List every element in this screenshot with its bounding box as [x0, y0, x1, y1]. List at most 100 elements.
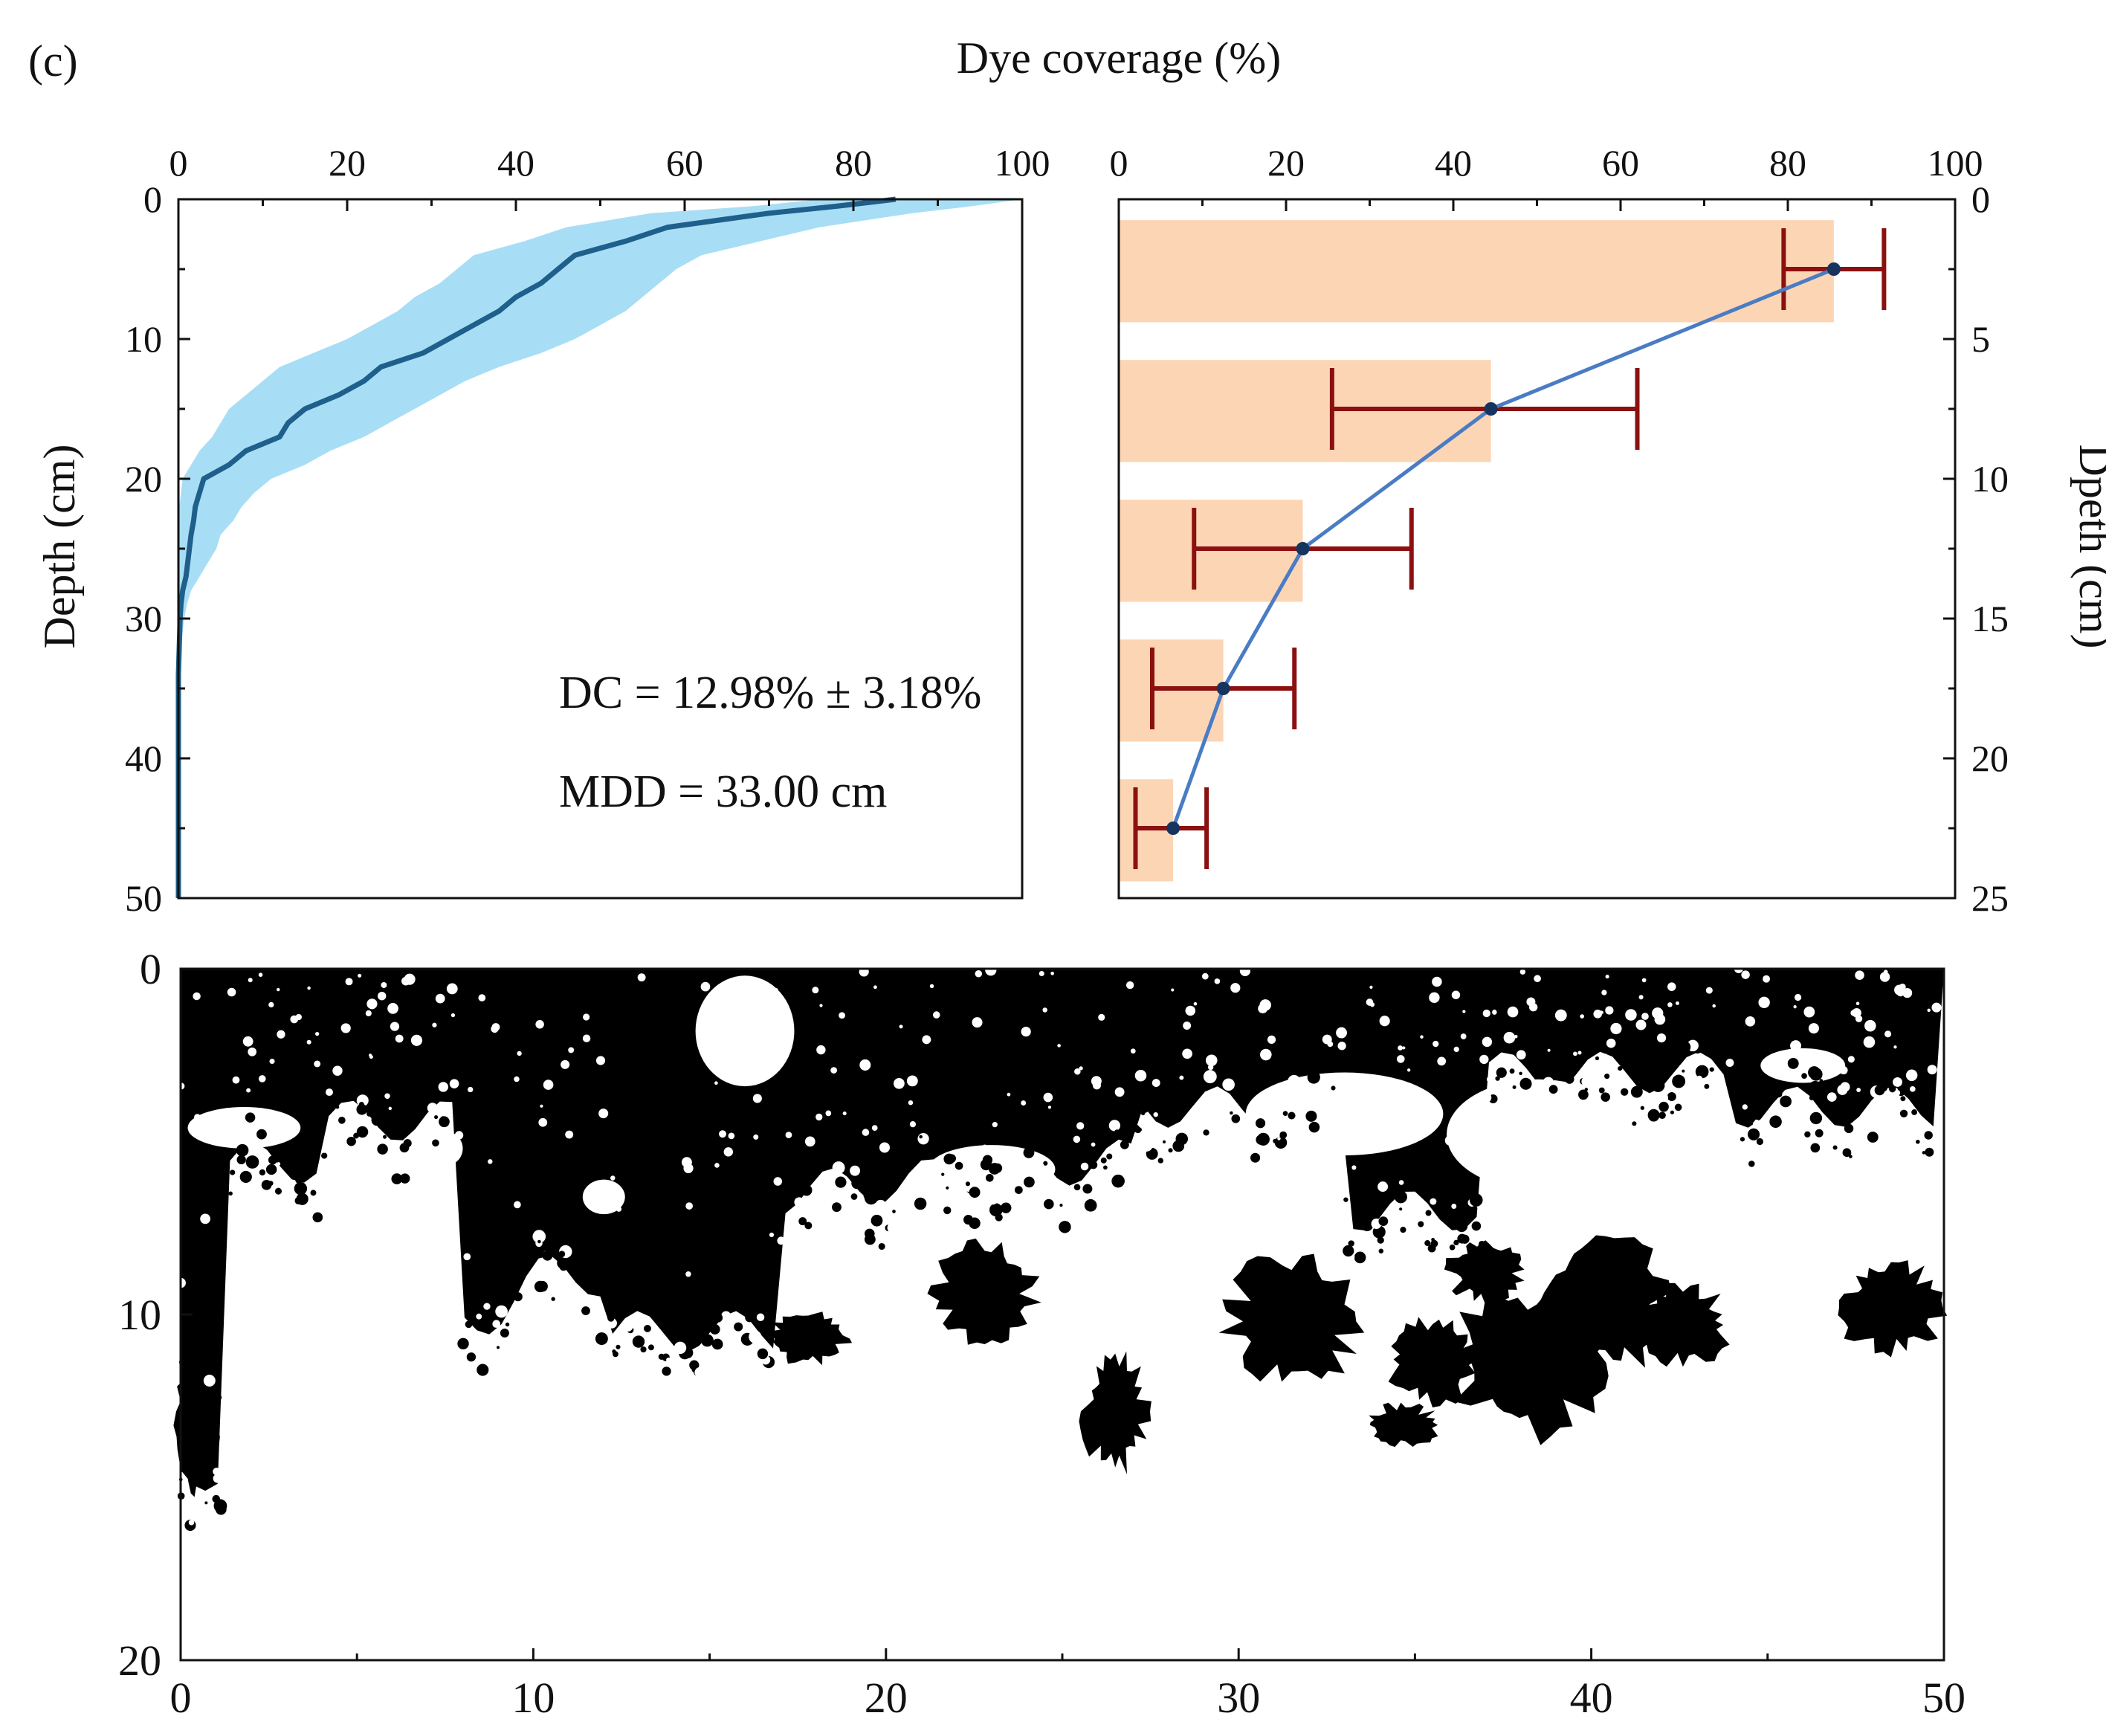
stain-hole-speckle [1007, 1092, 1011, 1097]
stain-speckle [1140, 1111, 1146, 1116]
stain-speckle [1495, 1076, 1500, 1081]
stain-speckle [1157, 1158, 1163, 1164]
stain-speckle [1601, 1092, 1610, 1102]
stain-speckle [1134, 1126, 1142, 1134]
stain-speckle [864, 1191, 878, 1205]
stain-speckle [213, 1499, 227, 1513]
stain-speckle [969, 1217, 981, 1229]
stain-speckle [870, 1214, 883, 1227]
stain-hole-speckle [992, 1122, 998, 1128]
stain-speckle [1469, 1193, 1483, 1207]
stain-speckle [438, 1082, 448, 1092]
stain-speckle [648, 1344, 654, 1351]
stain-gap [582, 1179, 625, 1215]
x-tick-label: 100 [1928, 142, 1983, 184]
stain-speckle [1256, 1135, 1266, 1145]
stain-speckle [439, 1116, 450, 1128]
stain-speckle [1809, 1095, 1815, 1100]
stain-speckle [1277, 1137, 1281, 1140]
stain-speckle [1888, 1063, 1897, 1072]
stain-hole-speckle [1641, 978, 1647, 983]
stain-patch [771, 1311, 853, 1366]
stain-hole-speckle [1893, 1045, 1897, 1049]
stain-hole-speckle [1610, 1022, 1622, 1035]
stain-speckle [400, 1173, 410, 1184]
stain-speckle [371, 1114, 383, 1126]
stain-hole-speckle [1171, 988, 1175, 992]
dye-coverage-annotation: DC = 12.98% ± 3.18% [559, 668, 981, 718]
stain-hole-speckle [975, 969, 983, 978]
stain-speckle [1050, 1211, 1061, 1222]
stain-speckle [991, 1187, 998, 1194]
stain-speckle [1703, 1031, 1714, 1042]
stain-hole-speckle [745, 987, 749, 992]
stain-hole-speckle [478, 994, 486, 1001]
stain-hole-speckle [1351, 1165, 1357, 1170]
stain-speckle [1704, 1083, 1710, 1089]
stain-hole-speckle [1479, 1054, 1489, 1065]
stain-speckle [1203, 1129, 1209, 1136]
stain-speckle [1399, 1207, 1403, 1211]
stain-speckle [457, 1120, 468, 1130]
coverage-bar [1119, 220, 1834, 323]
stain-speckle [256, 1129, 267, 1140]
stain-speckle [416, 1149, 430, 1162]
stain-hole-speckle [1667, 1002, 1673, 1007]
stain-hole-speckle [610, 1175, 616, 1181]
stain-speckle [1360, 1219, 1374, 1232]
stain-speckle [689, 1360, 700, 1370]
stain-speckle [1215, 1100, 1227, 1111]
stain-speckle [1859, 1085, 1865, 1091]
stain-hole-speckle [194, 1114, 201, 1121]
stain-speckle [457, 1338, 469, 1350]
stain-hole-speckle [1641, 1013, 1649, 1020]
stain-hole-speckle [381, 982, 387, 988]
stain-hole-speckle [1451, 990, 1461, 999]
stain-hole-speckle [879, 1142, 891, 1153]
stain-hole-speckle [978, 1150, 986, 1158]
stain-hole-speckle [384, 1093, 390, 1100]
stain-speckle [1856, 1088, 1861, 1092]
stain-speckle [1377, 1181, 1389, 1193]
stain-speckle [593, 1269, 605, 1282]
stain-speckle [366, 1085, 378, 1098]
x-tick-label: 40 [1570, 1674, 1613, 1722]
stain-speckle [1849, 1155, 1853, 1158]
stain-speckle [1425, 1210, 1432, 1216]
stain-speckle [1418, 1215, 1424, 1220]
stain-speckle [1296, 1108, 1301, 1112]
stain-hole-speckle [568, 1047, 575, 1053]
stain-speckle [1606, 1038, 1616, 1048]
stain-speckle [415, 1120, 419, 1123]
stain-speckle [432, 1146, 436, 1151]
stain-speckle [943, 1206, 952, 1215]
stain-speckle [1709, 1067, 1714, 1072]
stain-speckle [1043, 1138, 1052, 1147]
stain-hole-speckle [1398, 1135, 1407, 1144]
stain-speckle [427, 1103, 438, 1114]
stain-speckle [1922, 1106, 1934, 1118]
stain-speckle [1378, 1216, 1389, 1226]
stain-speckle [1874, 1085, 1885, 1096]
stain-speckle [1080, 1162, 1089, 1171]
stain-speckle [190, 1464, 194, 1468]
stain-speckle [1879, 1072, 1893, 1086]
stain-hole-speckle [1599, 1010, 1603, 1015]
stain-hole-speckle [1758, 996, 1770, 1008]
stain-speckle [709, 1324, 720, 1335]
stain-patch [1444, 1240, 1525, 1306]
stain-speckle [985, 1173, 994, 1182]
stain-hole-speckle [491, 1023, 500, 1031]
stain-speckle [1902, 1126, 1908, 1132]
stain-speckle [265, 1164, 277, 1175]
stain-hole-speckle [1808, 1023, 1819, 1034]
stain-hole-speckle [514, 1076, 520, 1082]
stain-hole-speckle [929, 984, 934, 989]
stain-speckle [1512, 1085, 1516, 1089]
stain-hole-speckle [220, 1114, 230, 1123]
stain-speckle [199, 1517, 213, 1529]
stain-hole-speckle [1047, 1106, 1052, 1109]
stain-speckle [1667, 1092, 1676, 1102]
stain-speckle [1809, 1111, 1823, 1125]
